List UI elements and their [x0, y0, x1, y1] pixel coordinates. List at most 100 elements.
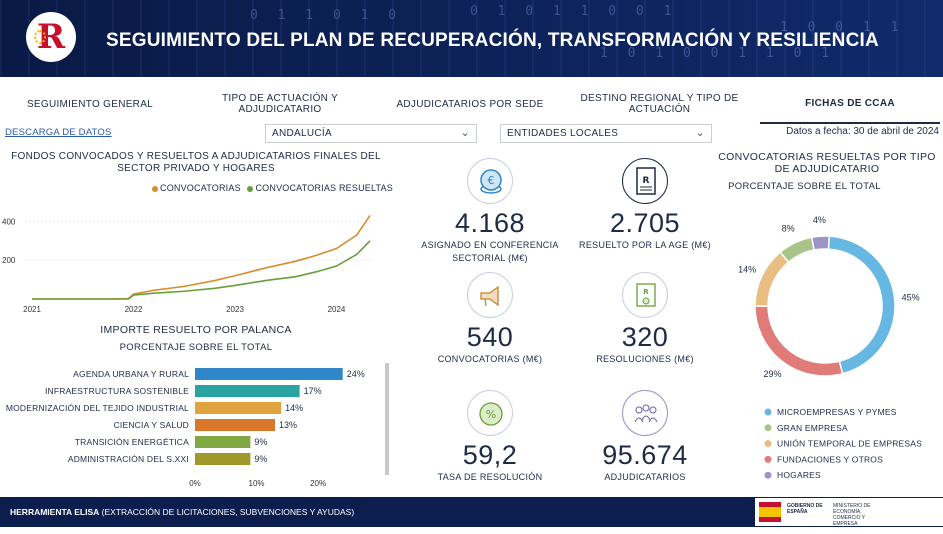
kpi-tasa: % 59,2 TASA DE RESOLUCIÓN	[410, 390, 570, 484]
legend-marker	[764, 471, 772, 479]
tab-destino-regional[interactable]: DESTINO REGIONAL Y TIPO DE ACTUACIÓN	[580, 93, 739, 115]
legend-convocatorias-resueltas: CONVOCATORIAS RESUELTAS	[255, 183, 393, 193]
bar-category-label: ADMINISTRACIÓN DEL S.XXI	[68, 454, 189, 464]
kpi-asignado: € 4.168 ASIGNADO EN CONFERENCIA SECTORIA…	[410, 158, 570, 265]
bar-data-label: 24%	[347, 369, 365, 379]
region-select-value: ANDALUCÍA	[272, 128, 332, 139]
plan-logo: R	[26, 12, 76, 62]
line-chart-title: FONDOS CONVOCADOS Y RESUELTOS A ADJUDICA…	[11, 151, 381, 174]
bar	[195, 368, 343, 380]
donut-slice	[779, 236, 816, 264]
government-logo: GOBIERNO DE ESPAÑA MINISTERIO DE ECONOMÍ…	[755, 498, 943, 527]
x-tick-label: 2022	[125, 305, 143, 314]
series-line-resueltas	[32, 240, 371, 300]
header-digits: 1 0 1 0 0 1 1 0 1	[600, 46, 836, 61]
megaphone-icon	[467, 272, 513, 318]
kpi-resuelto: R 2.705 RESUELTO POR LA AGE (M€)	[565, 158, 725, 252]
legend-convocatorias: CONVOCATORIAS	[160, 183, 241, 193]
bar-data-label: 14%	[285, 403, 303, 413]
legend-dot-resueltas	[247, 185, 254, 192]
nav-tabs: SEGUIMIENTO GENERAL TIPO DE ACTUACIÓN Y …	[0, 84, 943, 124]
donut-slice	[810, 235, 830, 251]
tool-description: (EXTRACCIÓN DE LICITACIONES, SUBVENCIONE…	[101, 507, 355, 517]
x-tick-label: 2023	[226, 305, 244, 314]
kpi-resoluciones-label: RESOLUCIONES (M€)	[596, 354, 694, 364]
gov-name: GOBIERNO DE ESPAÑA	[787, 503, 823, 515]
bar-chart-title: IMPORTE RESUELTO POR PALANCA	[100, 324, 292, 336]
bar-chart-subtitle: PORCENTAJE SOBRE EL TOTAL	[119, 342, 273, 353]
y-tick-label: 400	[2, 217, 16, 226]
bar	[195, 402, 282, 414]
x-tick-label: 2024	[328, 305, 346, 314]
header-digits: 0 1 1 0 1 0	[250, 8, 403, 23]
kpi-resuelto-label: RESUELTO POR LA AGE (M€)	[579, 240, 711, 250]
bar-data-label: 17%	[304, 386, 322, 396]
download-data-link[interactable]: DESCARGA DE DATOS	[5, 127, 112, 138]
bar	[195, 453, 251, 465]
x-tick-label: 10%	[249, 479, 265, 488]
donut-legend: MICROEMPRESAS Y PYMES GRAN EMPRESA UNIÓN T…	[764, 407, 922, 480]
kpi-tasa-value: 59,2	[462, 440, 518, 470]
donut-slice-label: 4%	[813, 215, 826, 225]
y-tick-label: 200	[2, 256, 16, 265]
legend-label: UNIÓN TEMPORAL DE EMPRESAS	[777, 439, 922, 449]
bar-category-label: CIENCIA Y SALUD	[114, 420, 189, 430]
x-tick-label: 0%	[189, 479, 201, 488]
page-title: SEGUIMIENTO DEL PLAN DE RECUPERACIÓN, TR…	[106, 30, 879, 51]
legend-label: FUNDACIONES Y OTROS	[777, 454, 883, 464]
data-date: Datos a fecha: 30 de abril de 2024	[786, 126, 939, 137]
kpi-asignado-value: 4.168	[454, 208, 526, 238]
svg-text:R: R	[643, 288, 649, 296]
svg-text:€: €	[488, 174, 495, 187]
bar-chart-scrollbar[interactable]	[385, 363, 389, 475]
bar-category-label: MODERNIZACIÓN DEL TEJIDO INDUSTRIAL	[6, 403, 189, 413]
kpi-resoluciones-value: 320	[621, 322, 669, 352]
header-digits: 0 1 0 1 1 0 0 1	[470, 4, 678, 19]
people-icon	[622, 390, 668, 436]
bar-data-label: 13%	[279, 420, 297, 430]
entity-select[interactable]: ENTIDADES LOCALES ⌄	[500, 124, 712, 143]
tab-seguimiento-general[interactable]: SEGUIMIENTO GENERAL	[26, 98, 154, 110]
legend-label: HOGARES	[777, 470, 821, 480]
donut-chart: 45% 29% 14% 8% 4%	[738, 215, 920, 379]
kpi-resoluciones: R 320 RESOLUCIONES (M€)	[565, 272, 725, 366]
bar	[195, 436, 251, 448]
bar-category-label: AGENDA URBANA Y RURAL	[73, 369, 189, 379]
region-select[interactable]: ANDALUCÍA ⌄	[265, 124, 477, 143]
header-digits: 1 0 0 1 1	[780, 20, 905, 35]
bar-data-label: 9%	[254, 437, 267, 447]
bar	[195, 419, 275, 431]
ministry-name: MINISTERIO DE ECONOMÍA, COMERCIO Y EMPRE…	[833, 503, 871, 527]
svg-text:R: R	[643, 176, 650, 186]
donut-subtitle: PORCENTAJE SOBRE EL TOTAL	[728, 181, 881, 192]
bar-data-label: 9%	[254, 454, 267, 464]
bar-chart: AGENDA URBANA Y RURAL 24% INFRAESTRUCTURA …	[6, 368, 365, 488]
tab-adjudicatarios-sede[interactable]: ADJUDICATARIOS POR SEDE	[396, 98, 544, 110]
document-r-icon: R	[622, 158, 668, 204]
chevron-down-icon: ⌄	[460, 127, 470, 139]
bar	[195, 385, 300, 397]
legend-marker	[764, 424, 772, 432]
kpi-convocatorias: 540 CONVOCATORIAS (M€)	[410, 272, 570, 366]
eu-stars-icon	[34, 30, 46, 44]
certificate-icon: R	[622, 272, 668, 318]
tab-tipo-actuacion[interactable]: TIPO DE ACTUACIÓN Y ADJUDICATARIO	[221, 93, 339, 115]
kpi-asignado-label: ASIGNADO EN CONFERENCIA SECTORIAL (M€)	[421, 240, 559, 263]
series-line-convocatorias	[32, 215, 371, 300]
legend-label: GRAN EMPRESA	[777, 423, 848, 433]
x-tick-label: 2021	[23, 305, 41, 314]
legend-label: MICROEMPRESAS Y PYMES	[777, 407, 897, 417]
donut-slice-label: 29%	[763, 369, 781, 379]
kpi-convocatorias-label: CONVOCATORIAS (M€)	[437, 354, 543, 364]
donut-slice-label: 14%	[738, 265, 756, 275]
kpi-adjudicatarios-value: 95.674	[602, 440, 688, 470]
donut-slice	[827, 235, 896, 375]
line-chart: 400 200 2021 2022 2023 2024	[2, 215, 372, 314]
euro-coins-icon: €	[467, 158, 513, 204]
tab-fichas-ccaa[interactable]: FICHAS DE CCAA	[760, 84, 940, 124]
donut-slice-label: 8%	[782, 223, 795, 233]
tool-name: HERRAMIENTA ELISA	[10, 507, 100, 517]
legend-marker	[764, 408, 772, 416]
legend-marker	[764, 455, 772, 463]
donut-slice	[754, 251, 790, 307]
